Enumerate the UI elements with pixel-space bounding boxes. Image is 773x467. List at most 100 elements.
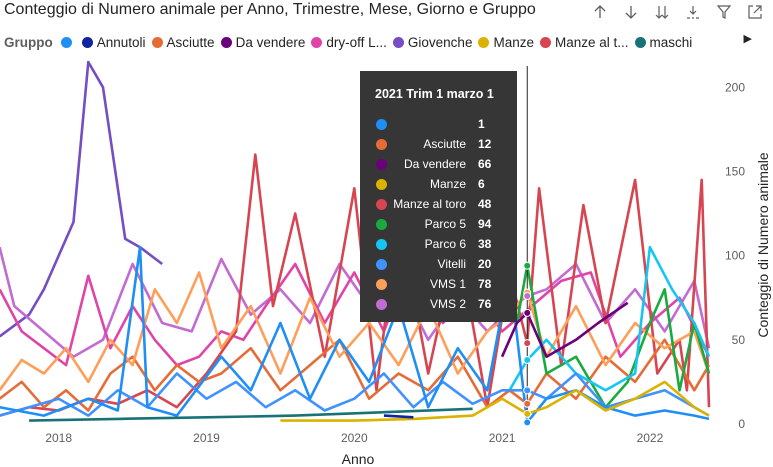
legend-item[interactable]: Da vendere: [220, 34, 306, 50]
series-line[interactable]: [280, 380, 710, 422]
tooltip-value: 76: [478, 297, 492, 311]
legend-marker: [634, 36, 646, 48]
series-line[interactable]: [515, 264, 711, 409]
legend-item[interactable]: Annutoli: [81, 34, 146, 50]
tooltip-label: VMS 2: [429, 297, 466, 311]
legend-label: maschi: [649, 34, 693, 50]
hover-marker: [523, 386, 532, 395]
filter-button[interactable]: [713, 2, 735, 22]
legend-marker: [478, 36, 490, 48]
tooltip-label: Da vendere: [403, 157, 466, 171]
legend-item[interactable]: maschi: [634, 34, 693, 50]
tooltip-title: 2021 Trim 1 marzo 1: [375, 87, 494, 101]
tooltip-value: 12: [478, 137, 492, 151]
expand-hierarchy-button[interactable]: [682, 2, 704, 22]
series-line[interactable]: [508, 245, 711, 392]
focus-mode-icon: [748, 5, 762, 19]
tooltip-marker: [376, 299, 387, 310]
series-line[interactable]: [383, 414, 414, 419]
tooltip-label: Manze al toro: [393, 197, 466, 211]
hover-marker: [523, 409, 532, 418]
tooltip-marker: [376, 279, 387, 290]
tooltip-label: Vitelli: [437, 257, 466, 271]
tooltip-label: Parco 5: [424, 217, 466, 231]
series-line[interactable]: [0, 245, 710, 424]
tooltip: 2021 Trim 1 marzo 1 1 Asciutte 12 Da vender…: [360, 71, 517, 322]
series-line[interactable]: [0, 60, 163, 338]
hover-marker: [523, 399, 532, 408]
tooltip-value: 66: [478, 157, 492, 171]
double-arrow-down-icon: [655, 6, 669, 19]
tooltip-row: Parco 6 38: [360, 235, 517, 255]
legend-label: Annutoli: [96, 34, 146, 50]
legend-marker: [151, 36, 163, 48]
tooltip-marker: [376, 179, 387, 190]
legend-label: Manze: [493, 34, 534, 50]
x-axis: 2018 2019 2020 2021 2022: [45, 431, 663, 445]
y-tick-label: 0: [738, 417, 745, 431]
tooltip-value: 38: [478, 237, 492, 251]
y-tick-label: 100: [725, 249, 745, 263]
tooltip-marker: [376, 139, 387, 150]
legend-item[interactable]: [60, 36, 76, 48]
y-tick-label: 150: [725, 164, 745, 178]
tooltip-marker: [376, 239, 387, 250]
legend-item[interactable]: dry-off L...: [311, 35, 387, 50]
legend-marker: [60, 36, 72, 48]
tooltip-marker: [376, 119, 387, 130]
visual-toolbar: [580, 2, 773, 22]
legend-next-icon[interactable]: ▶: [743, 33, 752, 45]
arrow-down-icon: [625, 6, 637, 19]
tooltip-marker: [376, 159, 387, 170]
series-line[interactable]: [0, 254, 711, 367]
legend-item[interactable]: Manze: [478, 35, 534, 50]
y-tick-label: 50: [732, 333, 746, 347]
tooltip-label: Asciutte: [423, 137, 466, 151]
tooltip-value: 1: [478, 117, 485, 131]
legend-marker: [311, 36, 323, 48]
y-axis-title: Conteggio di Numero animale: [755, 152, 771, 337]
tooltip-value: 94: [478, 217, 492, 231]
legend-marker: [392, 36, 404, 48]
drill-down-button[interactable]: [620, 2, 642, 22]
series-line[interactable]: [29, 407, 473, 422]
next-level-button[interactable]: [651, 2, 673, 22]
tooltip-row: Parco 5 94: [360, 215, 517, 235]
series-lines: [0, 60, 711, 424]
legend-marker: [81, 36, 93, 48]
tooltip-row: VMS 1 78: [360, 275, 517, 295]
tooltip-value: 78: [478, 277, 492, 291]
x-tick-label: 2019: [193, 431, 220, 445]
tooltip-row: Da vendere 66: [360, 155, 517, 175]
legend-marker: [539, 36, 551, 48]
hover-marker: [523, 292, 532, 301]
hover-marker: [523, 339, 532, 348]
focus-mode-button[interactable]: [744, 2, 766, 22]
drill-up-button[interactable]: [589, 2, 611, 22]
series-line[interactable]: [0, 271, 711, 392]
legend-item[interactable]: Manze al t...: [539, 35, 629, 50]
hover-marker: [523, 261, 532, 270]
y-axis: 0 50 100 150 200: [725, 80, 745, 431]
hover-markers: [523, 261, 532, 427]
tooltip-value: 20: [478, 257, 492, 271]
legend-item[interactable]: Giovenche: [392, 35, 472, 50]
legend: Gruppo Annutoli Asciutte Da vendere dry-off…: [4, 32, 764, 52]
legend-marker: [220, 36, 232, 48]
x-tick-label: 2021: [489, 431, 516, 445]
x-tick-label: 2018: [45, 431, 72, 445]
y-tick-label: 200: [725, 80, 745, 94]
legend-item[interactable]: Asciutte: [151, 35, 215, 50]
chart-title: Conteggio di Numero animale per Anno, Tr…: [4, 1, 536, 18]
x-axis-title: Anno: [342, 451, 375, 467]
tooltip-label: VMS 1: [429, 277, 466, 291]
tooltip-row: Manze al toro 48: [360, 195, 517, 215]
series-line[interactable]: [0, 372, 710, 417]
legend-label: dry-off L...: [326, 34, 387, 50]
legend-title: Gruppo: [4, 34, 53, 50]
tooltip-row: Vitelli 20: [360, 255, 517, 275]
legend-label: Da vendere: [235, 34, 306, 50]
tooltip-value: 6: [478, 177, 485, 191]
series-line[interactable]: [500, 301, 629, 359]
